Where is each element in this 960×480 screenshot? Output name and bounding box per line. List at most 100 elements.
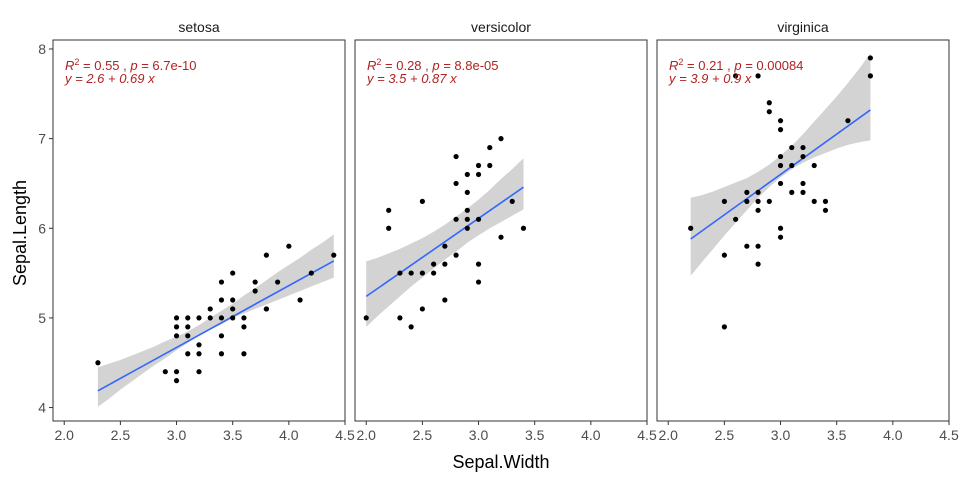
stats-annotation: R2 = 0.21 , p = 0.00084 [669,57,803,73]
data-point [173,315,180,321]
panel-background [53,40,345,421]
data-point [218,315,225,321]
data-point [464,225,470,231]
data-point [755,73,761,79]
data-point [252,288,258,294]
x-tick-label: 3.0 [771,427,791,443]
data-point [811,162,817,169]
facet-strip [657,14,949,40]
x-tick-label: 2.0 [658,427,678,443]
panel-background [355,40,647,421]
data-point [431,270,437,276]
data-point [173,333,180,339]
data-point [241,315,247,321]
y-tick-label: 8 [38,41,46,57]
data-point [218,351,225,357]
panel-border [354,39,648,422]
data-point [331,252,337,258]
data-point [308,270,314,276]
y-tick-label: 5 [38,310,46,326]
data-point [766,109,772,115]
facet-setosa: setosa R2 = 0.55 , p = 6.7e-10y = 2.6 + 0… [38,14,355,443]
data-point [475,171,482,178]
x-tick-label: 3.5 [827,427,847,443]
data-point [822,207,829,213]
data-point [453,252,459,258]
data-point [230,306,236,312]
regression-line [365,186,524,298]
facet-strip-label: virginica [777,19,829,35]
data-point [777,225,784,231]
data-point [464,171,470,178]
data-point [475,279,482,285]
data-point [867,55,873,61]
regression-equation: y = 3.9 + 0.9 x [668,71,752,86]
data-point [733,216,739,222]
data-point [733,73,739,79]
data-point [419,306,425,312]
data-point [185,333,191,339]
facet-strip-label: versicolor [471,19,531,35]
data-point [263,252,269,258]
x-tick-label: 2.0 [54,427,74,443]
x-tick-label: 4.0 [581,427,601,443]
data-point [777,127,784,133]
data-point [196,369,202,375]
data-point [475,261,482,267]
data-point [453,180,459,187]
facet-strip-label: setosa [178,19,219,35]
data-point [721,324,727,330]
data-point [218,297,225,303]
data-point [755,189,761,195]
data-point [397,270,403,276]
data-point [755,261,761,267]
y-tick-label: 4 [38,400,46,416]
data-point [386,207,392,213]
data-point [419,270,425,276]
data-point [275,279,281,285]
data-point [397,315,403,321]
data-point [688,225,694,231]
data-point [777,153,784,160]
data-point [162,369,168,375]
regression-equation: y = 3.5 + 0.87 x [366,71,457,86]
data-point [475,162,482,169]
regression-line [97,260,335,392]
data-point [218,279,225,285]
data-point [218,333,225,339]
regression-line [690,109,871,240]
data-point [408,270,414,276]
data-point [230,270,236,276]
y-tick-label: 7 [38,131,46,147]
data-point [185,351,191,357]
data-point [520,225,527,231]
facet-panels: setosa R2 = 0.55 , p = 6.7e-10y = 2.6 + 0… [38,14,959,443]
x-tick-label: 4.5 [335,427,355,443]
panel-border [52,39,346,422]
data-point [777,234,784,240]
data-point [867,73,873,79]
data-point [789,189,795,195]
data-point [207,315,213,321]
data-point [811,198,817,204]
data-point [297,297,303,303]
data-point [286,243,292,249]
x-tick-label: 3.5 [223,427,243,443]
data-point [173,324,180,330]
data-point [744,243,750,249]
data-point [744,198,750,204]
data-point [185,324,191,330]
data-point [789,144,795,151]
data-point [777,180,784,187]
data-point [419,198,425,204]
regression-equation: y = 2.6 + 0.69 x [64,71,155,86]
data-point [464,189,470,195]
data-point [721,198,727,204]
facet-versicolor: versicolor R2 = 0.28 , p = 8.8e-05y = 3.5… [354,14,657,443]
stats-annotation: R2 = 0.55 , p = 6.7e-10 [65,57,197,73]
confidence-band [97,234,334,407]
data-point [431,261,437,267]
data-point [453,153,459,160]
data-point [173,378,180,384]
